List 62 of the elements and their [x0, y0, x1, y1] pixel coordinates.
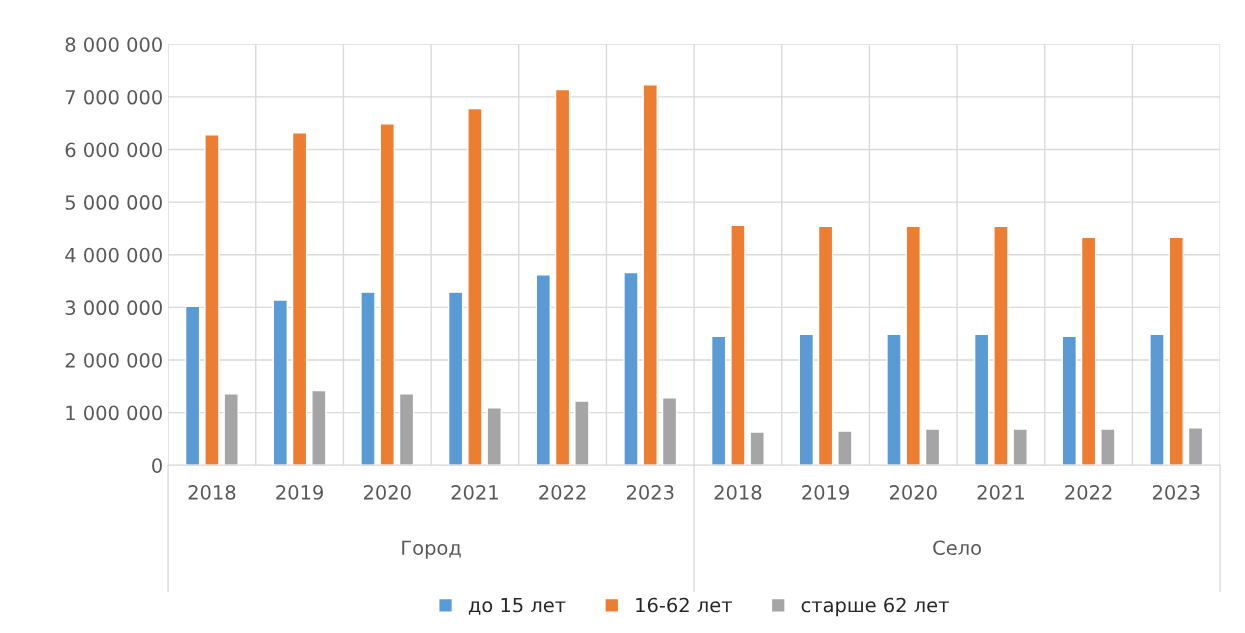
bar: [447, 291, 464, 466]
bar: [535, 274, 552, 466]
bar: [710, 335, 727, 466]
y-tick-label: 4 000 000: [65, 247, 162, 263]
x-tick-label: 2020: [363, 485, 411, 500]
bar: [486, 407, 502, 466]
x-tick-label: 2022: [539, 485, 586, 500]
bar: [993, 225, 1009, 466]
y-tick-label: 5 000 000: [65, 195, 162, 210]
bar: [574, 400, 590, 466]
bar: [661, 397, 678, 466]
y-tick-label: 1 000 000: [66, 405, 162, 421]
bar: [1168, 236, 1184, 466]
bar: [1080, 236, 1097, 466]
bar: [642, 84, 658, 466]
x-tick-label: 2018: [188, 485, 236, 500]
x-tick-label: 2020: [889, 485, 937, 500]
bar: [398, 392, 415, 466]
bar: [204, 134, 220, 466]
bar: [1187, 427, 1204, 466]
text: Село: [933, 540, 981, 556]
x-tick-label: 2021: [451, 485, 498, 500]
legend-label: 16-62 лет: [636, 597, 732, 613]
bar: [1149, 333, 1165, 466]
bar: [837, 430, 853, 466]
bar: [886, 333, 902, 466]
bar: [379, 123, 395, 466]
y-tick-label: 2 000 000: [65, 352, 162, 368]
bar: [311, 389, 327, 466]
bar: [924, 428, 941, 466]
bar: [749, 431, 765, 466]
bar: [223, 392, 239, 466]
bar: [291, 132, 308, 466]
x-tick-label: 2019: [802, 485, 849, 500]
bar: [184, 305, 201, 466]
bar: [973, 333, 990, 466]
y-tick-label: 7 000 000: [65, 89, 162, 105]
legend-label: до 15 лет: [468, 597, 566, 615]
bar: [817, 225, 834, 466]
legend-label: старше 62 лет: [801, 597, 949, 617]
x-tick-label: 2023: [626, 485, 674, 500]
x-tick-label: 2023: [1152, 485, 1200, 500]
bar: [905, 225, 921, 466]
y-tick-label: 0: [152, 458, 162, 473]
bar: [467, 107, 483, 466]
x-tick-label: 2021: [977, 485, 1024, 500]
x-tick-label: 2019: [276, 485, 323, 500]
bar: [360, 291, 376, 466]
y-tick-label: 6 000 000: [65, 142, 162, 158]
bar: [1012, 428, 1028, 466]
x-tick-label: 2022: [1065, 485, 1112, 500]
bar: [272, 299, 288, 466]
bar: [1061, 335, 1078, 466]
y-tick-label: 3 000 000: [65, 300, 162, 316]
y-tick-label: 8 000 000: [65, 37, 162, 52]
bar: [730, 224, 746, 466]
bar: [798, 333, 815, 466]
bar: [554, 88, 571, 466]
text: Город: [402, 540, 461, 559]
bar: [1100, 428, 1116, 466]
bar: [623, 271, 639, 466]
x-tick-label: 2018: [714, 485, 762, 500]
